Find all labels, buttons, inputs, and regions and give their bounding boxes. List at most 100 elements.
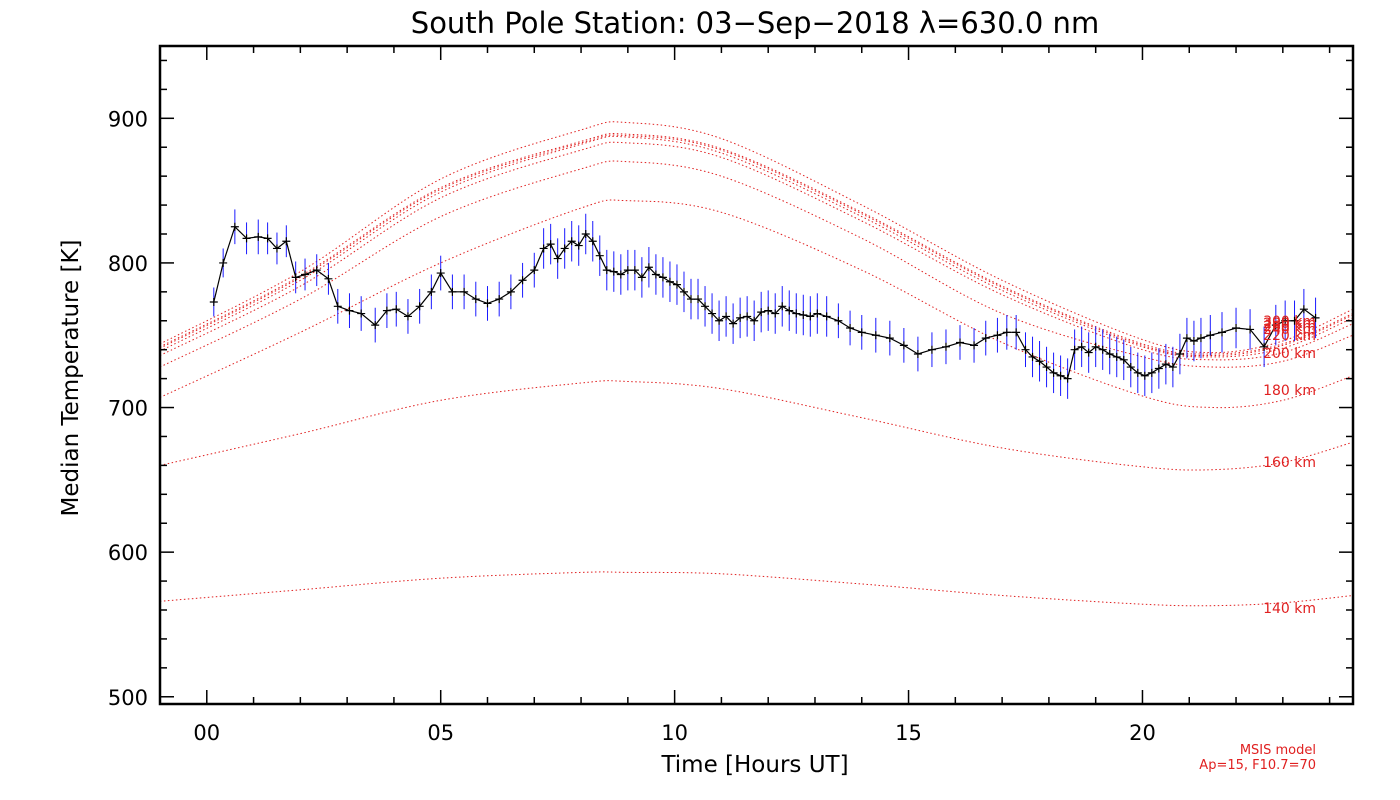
measurement-point bbox=[1147, 368, 1156, 377]
x-tick-label: 00 bbox=[193, 721, 220, 745]
plot-frame bbox=[158, 44, 1355, 706]
measurement-point bbox=[927, 345, 936, 354]
measurement-point bbox=[1063, 374, 1072, 383]
measurement-point bbox=[1042, 363, 1051, 372]
measurement-point bbox=[651, 270, 660, 279]
measurement-point bbox=[637, 273, 646, 282]
measurement-point bbox=[546, 240, 555, 249]
measurement-point bbox=[1091, 342, 1100, 351]
measurement-point bbox=[436, 269, 445, 278]
measurement-point bbox=[1281, 316, 1290, 325]
x-tick-label: 20 bbox=[1129, 721, 1156, 745]
measurement-point bbox=[630, 266, 639, 275]
model-label-260-km: 260 km bbox=[1263, 319, 1316, 335]
measurement-point bbox=[1232, 324, 1241, 332]
measurement-line bbox=[213, 225, 1316, 380]
measurement-point bbox=[729, 319, 738, 328]
measurement-point bbox=[506, 287, 515, 296]
model-label-180-km: 180 km bbox=[1263, 383, 1316, 399]
measurement-point bbox=[1021, 345, 1030, 354]
measurement-point bbox=[736, 313, 745, 322]
measurement-point bbox=[1049, 368, 1058, 377]
model-curve-220-km bbox=[159, 141, 1354, 361]
y-tick-label: 600 bbox=[108, 541, 148, 565]
measurement-point bbox=[301, 270, 310, 279]
measurement-point bbox=[324, 274, 333, 283]
measurement-point bbox=[722, 312, 731, 321]
measurement-series bbox=[209, 222, 1320, 383]
measurement-point bbox=[609, 267, 618, 276]
measurement-point bbox=[1126, 363, 1135, 372]
measurement-point bbox=[403, 312, 412, 321]
measurement-point bbox=[857, 328, 866, 337]
measurement-point bbox=[282, 237, 291, 246]
measurement-point bbox=[623, 266, 632, 275]
model-label-160-km: 160 km bbox=[1263, 455, 1316, 471]
measurement-point bbox=[1056, 371, 1065, 380]
measurement-point bbox=[1119, 355, 1128, 364]
measurement-point bbox=[1175, 350, 1184, 359]
model-curve-240-km bbox=[159, 135, 1354, 358]
measurement-point bbox=[209, 297, 218, 306]
y-axis-ticks: 500 600 700 800 900 bbox=[108, 59, 1353, 710]
measurement-point bbox=[471, 295, 480, 304]
measurement-point bbox=[799, 310, 808, 319]
measurement-point bbox=[1271, 321, 1280, 330]
measurement-point bbox=[687, 295, 696, 304]
error-bars bbox=[213, 209, 1317, 399]
model-label-220-km: 220 km bbox=[1263, 328, 1316, 344]
measurement-point bbox=[822, 312, 831, 321]
measurement-point bbox=[1168, 363, 1177, 372]
measurement-point bbox=[495, 295, 504, 304]
measurement-point bbox=[1154, 364, 1163, 373]
measurement-point bbox=[885, 334, 894, 343]
measurement-point bbox=[574, 241, 583, 250]
measurement-point bbox=[792, 309, 801, 318]
measurement-point bbox=[357, 309, 366, 318]
measurement-point bbox=[1189, 337, 1198, 346]
measurement-point bbox=[254, 232, 263, 241]
measurement-point bbox=[602, 266, 611, 275]
model-curve-260-km bbox=[159, 134, 1354, 357]
measurement-point bbox=[1246, 325, 1255, 334]
measurement-point bbox=[679, 287, 688, 296]
measurement-point bbox=[1028, 352, 1037, 361]
x-tick-label: 05 bbox=[427, 721, 454, 745]
measurement-point bbox=[1084, 348, 1093, 357]
measurement-point bbox=[530, 266, 539, 275]
measurement-point bbox=[219, 258, 228, 267]
measurement-point bbox=[708, 309, 717, 318]
measurement-point bbox=[392, 305, 401, 314]
model-curve-200-km bbox=[159, 160, 1354, 368]
measurement-point bbox=[1299, 305, 1308, 314]
measurement-point bbox=[665, 277, 674, 286]
model-curve-160-km bbox=[159, 380, 1354, 471]
measurement-point bbox=[899, 341, 908, 350]
measurement-point bbox=[658, 273, 667, 282]
model-curve-140-km bbox=[159, 571, 1354, 607]
measurement-point bbox=[272, 244, 281, 253]
measurement-point bbox=[771, 309, 780, 318]
measurement-point bbox=[1218, 328, 1226, 337]
measurement-point bbox=[560, 244, 569, 253]
model-label-300-km: 300 km bbox=[1263, 314, 1316, 330]
measurement-point bbox=[778, 302, 787, 311]
measurement-point bbox=[518, 276, 527, 285]
measurement-point bbox=[750, 316, 759, 325]
measurement-point bbox=[345, 306, 354, 315]
measurement-point bbox=[427, 287, 436, 296]
y-axis-label: Median Temperature [K] bbox=[58, 240, 84, 517]
measurement-point bbox=[956, 338, 965, 347]
measurement-point bbox=[1161, 360, 1170, 369]
measurement-point bbox=[1196, 334, 1205, 343]
measurement-point bbox=[1098, 345, 1107, 354]
measurement-point bbox=[1105, 350, 1114, 359]
measurement-point bbox=[715, 316, 724, 325]
measurement-point bbox=[581, 230, 590, 238]
measurement-point bbox=[1260, 342, 1269, 351]
measurement-point bbox=[1112, 352, 1121, 361]
measurement-point bbox=[1182, 334, 1191, 343]
footnote-model: MSIS model bbox=[1240, 743, 1316, 758]
